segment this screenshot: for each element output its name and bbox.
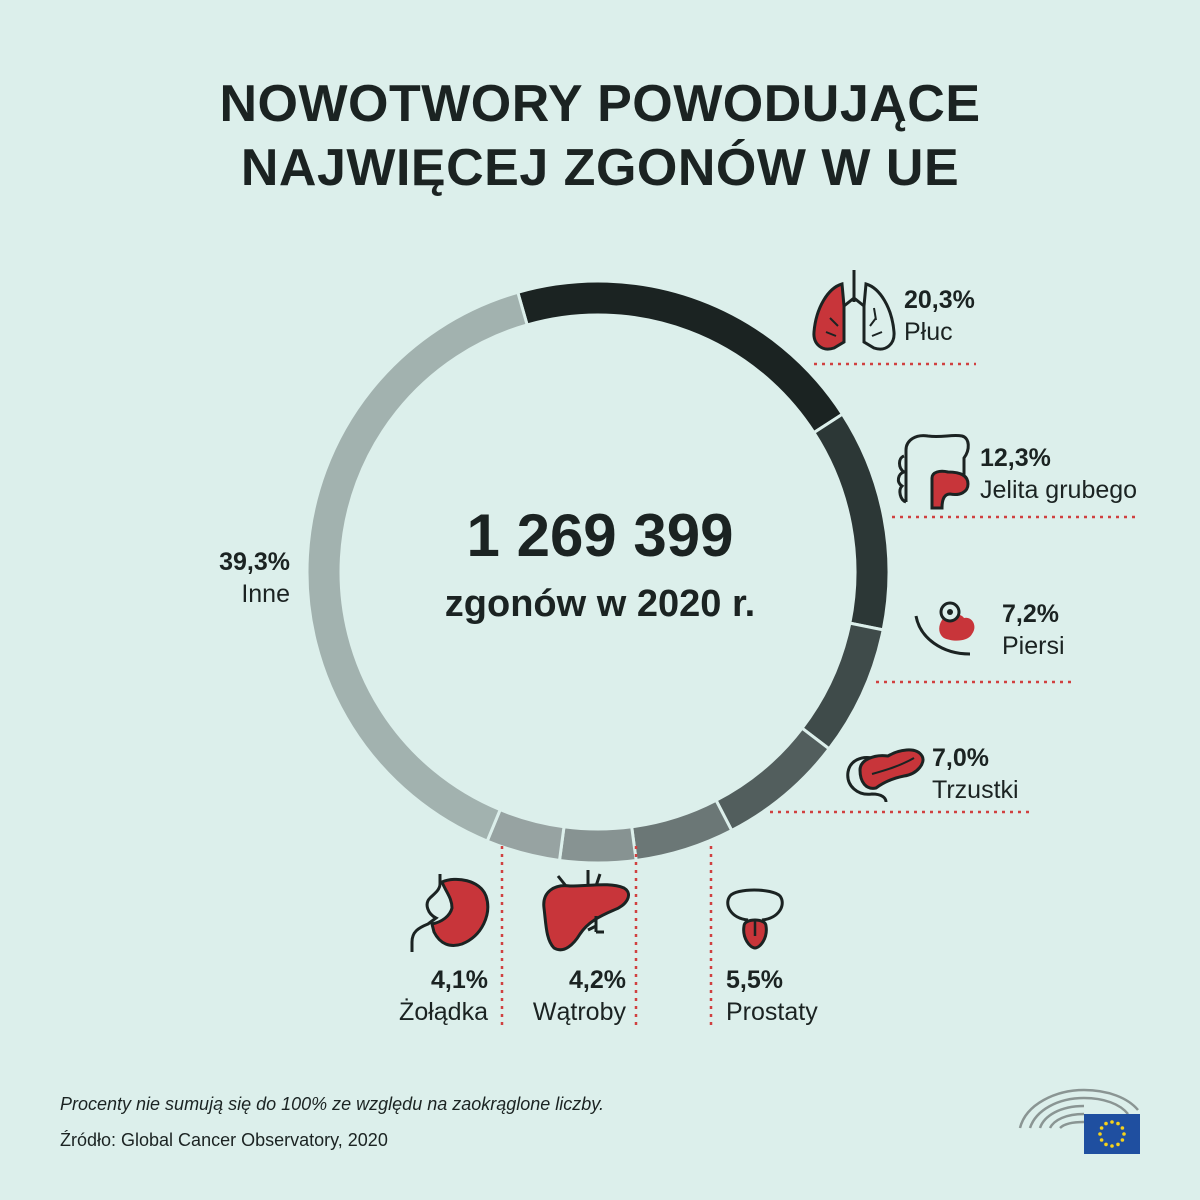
eu-star xyxy=(1120,1126,1125,1130)
label-lung-name: Płuc xyxy=(904,318,953,346)
eu-star xyxy=(1120,1138,1125,1142)
eu-star xyxy=(1116,1121,1120,1126)
label-colon-pct: 12,3% xyxy=(980,444,1051,472)
label-pancreas-name: Trzustki xyxy=(932,776,1019,804)
eu-star xyxy=(1110,1144,1114,1148)
donut-slices xyxy=(305,279,891,865)
label-liver: 4,2% Wątroby xyxy=(506,964,626,1028)
label-lung: 20,3% Płuc xyxy=(904,284,975,348)
label-breast-pct: 7,2% xyxy=(1002,600,1059,628)
label-lung-pct: 20,3% xyxy=(904,286,975,314)
eu-star xyxy=(1104,1142,1108,1147)
donut-slice-wątroby xyxy=(557,825,638,865)
label-other: 39,3% Inne xyxy=(150,546,290,610)
stomach-icon xyxy=(410,874,490,952)
total-deaths: 1 269 399 xyxy=(466,502,734,569)
label-colon-name: Jelita grubego xyxy=(980,476,1138,504)
donut-slice-jelita-grubego xyxy=(811,412,891,632)
total-deaths-caption: zgonów w 2020 r. xyxy=(444,583,756,625)
eu-star xyxy=(1099,1126,1104,1130)
donut-slice-prostaty xyxy=(630,798,734,863)
eu-star xyxy=(1122,1132,1126,1136)
label-other-pct: 39,3% xyxy=(219,548,290,576)
label-prostate-pct: 5,5% xyxy=(726,966,783,994)
chart-title: NOWOTWORY POWODUJĄCE NAJWIĘCEJ ZGONÓW W … xyxy=(0,72,1200,200)
label-breast: 7,2% Piersi xyxy=(1002,598,1065,662)
donut-slice-żołądka xyxy=(485,807,566,863)
label-breast-name: Piersi xyxy=(1002,632,1065,660)
donut-slice-trzustki xyxy=(714,726,832,833)
label-stomach-pct: 4,1% xyxy=(431,966,488,994)
colon-icon xyxy=(896,433,970,510)
title-line-2: NAJWIĘCEJ ZGONÓW W UE xyxy=(240,139,960,197)
liver-icon xyxy=(542,870,630,952)
eu-star xyxy=(1116,1142,1120,1147)
label-liver-name: Wątroby xyxy=(532,998,626,1026)
label-liver-pct: 4,2% xyxy=(569,966,626,994)
lungs-icon xyxy=(812,270,896,351)
label-pancreas-pct: 7,0% xyxy=(932,744,989,772)
label-colon: 12,3% Jelita grubego xyxy=(980,442,1137,506)
eu-flag xyxy=(1084,1114,1140,1154)
label-stomach-name: Żołądka xyxy=(399,998,488,1026)
eu-star xyxy=(1104,1121,1108,1126)
label-pancreas: 7,0% Trzustki xyxy=(932,742,1019,806)
breast-icon xyxy=(914,601,975,656)
footnote: Procenty nie sumują się do 100% ze wzglę… xyxy=(60,1094,604,1114)
eu-stars xyxy=(1098,1120,1126,1148)
eu-star xyxy=(1110,1120,1114,1124)
donut-slice-inne xyxy=(305,290,530,844)
eu-star xyxy=(1098,1132,1102,1136)
label-stomach: 4,1% Żołądka xyxy=(370,964,488,1028)
leader-lines xyxy=(500,362,1138,1026)
label-other-name: Inne xyxy=(241,580,290,608)
donut-slice-płuc xyxy=(515,279,845,435)
source-note: Źródło: Global Cancer Observatory, 2020 xyxy=(60,1130,388,1150)
label-prostate-name: Prostaty xyxy=(726,998,818,1026)
prostate-icon xyxy=(726,888,784,950)
parliament-logo xyxy=(1018,1088,1140,1154)
pancreas-icon xyxy=(846,748,925,803)
donut-slice-piersi xyxy=(799,621,885,751)
label-prostate: 5,5% Prostaty xyxy=(726,964,818,1028)
eu-star xyxy=(1099,1138,1104,1142)
title-line-1: NOWOTWORY POWODUJĄCE xyxy=(219,75,981,133)
